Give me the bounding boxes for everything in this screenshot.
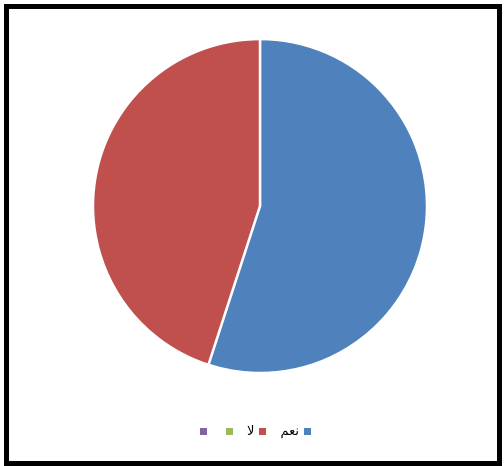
- legend-swatch-2: [226, 427, 234, 435]
- pie-slice-0: [207, 37, 429, 375]
- legend-label-0: نعم: [280, 423, 299, 439]
- legend-swatch-3: [200, 427, 208, 435]
- legend-swatch-1: [259, 427, 267, 435]
- legend-item-2: [221, 427, 234, 435]
- legend-item-1: لا: [247, 423, 267, 439]
- legend-item-3: [195, 427, 208, 435]
- legend-item-0: نعم: [280, 424, 311, 439]
- chart-frame: نعم لا: [4, 4, 502, 466]
- pie-slice-1: [91, 37, 262, 367]
- legend: نعم لا: [9, 421, 497, 441]
- legend-swatch-0: [303, 427, 311, 435]
- legend-label-1: لا: [247, 423, 255, 439]
- pie-chart: [91, 37, 429, 375]
